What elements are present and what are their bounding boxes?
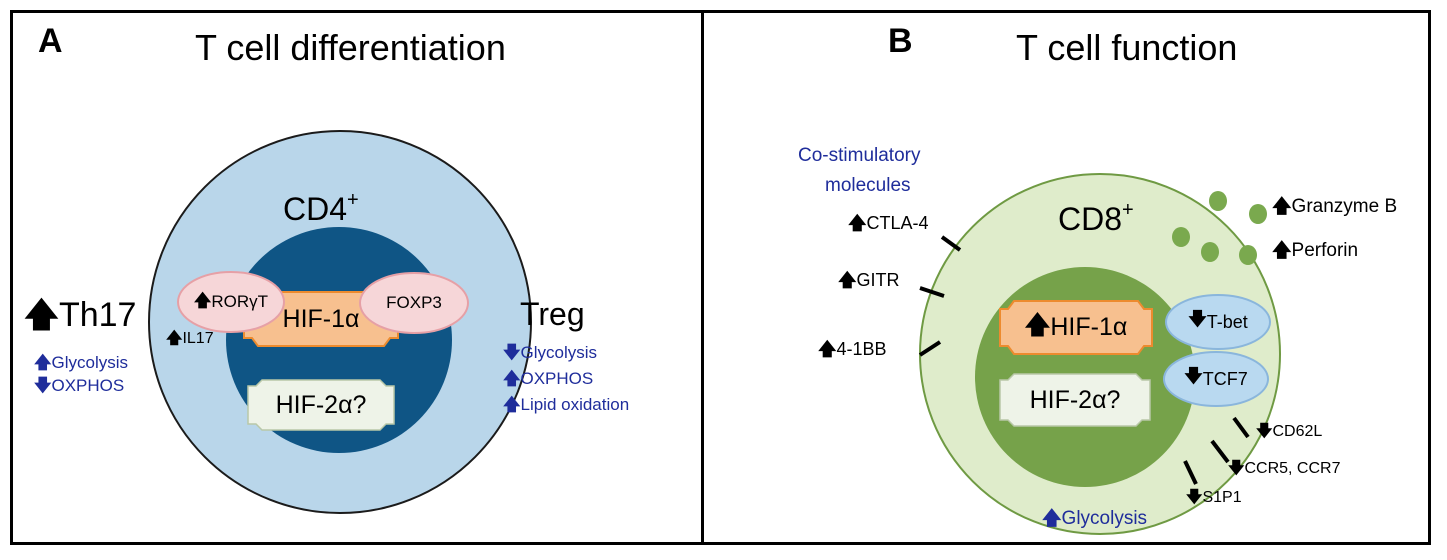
down-arrow-icon: 🡇 [503,343,521,362]
down-arrow-icon: 🡇 [1228,460,1245,477]
down-arrow-icon: 🡇 [1188,309,1207,329]
hif2-label-b: HIF-2α? [1029,385,1121,414]
up-arrow-icon: 🡅 [166,330,183,347]
foxp3-label: FOXP3 [386,293,442,312]
ror-oval [177,271,285,333]
granule [1172,227,1190,247]
s1p1-label: 🡇S1P1 [1186,489,1242,506]
up-arrow-icon: 🡅 [1042,508,1062,529]
receptor-tick [1210,439,1230,464]
up-arrow-icon: 🡅 [503,369,521,388]
th17-metabolism-1: 🡅Glycolysis [34,353,128,372]
41bb-label: 🡅4-1BB [818,339,887,359]
receptor-tick [919,286,945,298]
costim-title-2: molecules [825,175,911,196]
cd62l-label: 🡇CD62L [1256,423,1323,440]
tcf7-oval [1163,351,1269,407]
panel-divider [701,10,704,545]
treg-metabolism-3: 🡅Lipid oxidation [503,395,630,414]
hif2-box-a [247,379,395,431]
up-arrow-icon: 🡅 [1024,311,1051,339]
hif1-label-a: HIF-1α [282,304,360,333]
panel-a-title: T cell differentiation [195,27,506,68]
perforin-label: 🡅Perforin [1272,240,1359,261]
up-arrow-icon: 🡅 [818,339,837,359]
receptor-tick [940,235,962,252]
tbet-label: 🡇 T-bet [1166,308,1270,336]
granule [1209,191,1227,211]
ror-label: 🡅 RORγT [178,288,284,316]
receptor-tick [1232,416,1250,439]
granzyme-label: 🡅Granzyme B [1272,196,1398,217]
ctla4-label: 🡅CTLA-4 [848,213,929,233]
up-arrow-icon: 🡅 [24,296,59,334]
receptor-tick [918,340,942,357]
granule [1249,204,1267,224]
gitr-label: 🡅GITR [838,270,900,290]
tbet-oval [1165,294,1271,350]
receptor-tick [1183,460,1198,485]
up-arrow-icon: 🡅 [503,395,521,414]
th17-label: 🡅Th17 [24,296,137,334]
down-arrow-icon: 🡇 [34,376,52,395]
panel-a-label: A [38,22,63,60]
cd8-glycolysis: 🡅Glycolysis [1042,508,1148,529]
granule [1239,245,1257,265]
costim-title-1: Co-stimulatory [798,145,921,166]
up-arrow-icon: 🡅 [34,353,52,372]
cd4-label: CD4+ [283,189,359,227]
hif2-box-b [999,373,1151,427]
il17-label: 🡅IL17 [166,330,214,347]
up-arrow-icon: 🡅 [1272,196,1292,217]
down-arrow-icon: 🡇 [1184,366,1203,386]
panel-b-title: T cell function [1016,27,1238,68]
ccr-label: 🡇CCR5, CCR7 [1228,460,1341,477]
up-arrow-icon: 🡅 [838,270,857,290]
up-arrow-icon: 🡅 [1272,240,1292,261]
treg-label: Treg [520,296,585,332]
granule [1201,242,1219,262]
figure-frame [10,10,1431,545]
hif1-box-b [999,300,1153,355]
tcf7-label: 🡇 TCF7 [1164,365,1268,393]
up-arrow-icon: 🡅 [848,213,867,233]
panel-b-label: B [888,22,913,60]
treg-metabolism-2: 🡅OXPHOS [503,369,594,388]
down-arrow-icon: 🡇 [1256,423,1273,440]
hif2-label-a: HIF-2α? [275,390,367,419]
cd8-label: CD8+ [1058,199,1134,237]
up-arrow-icon: 🡅 [193,290,212,310]
hif1-label-b: 🡅 HIF-1α [1000,301,1152,354]
th17-metabolism-2: 🡇OXPHOS [34,376,125,395]
treg-metabolism-1: 🡇Glycolysis [503,343,597,362]
down-arrow-icon: 🡇 [1186,489,1203,506]
foxp3-oval [359,272,469,334]
